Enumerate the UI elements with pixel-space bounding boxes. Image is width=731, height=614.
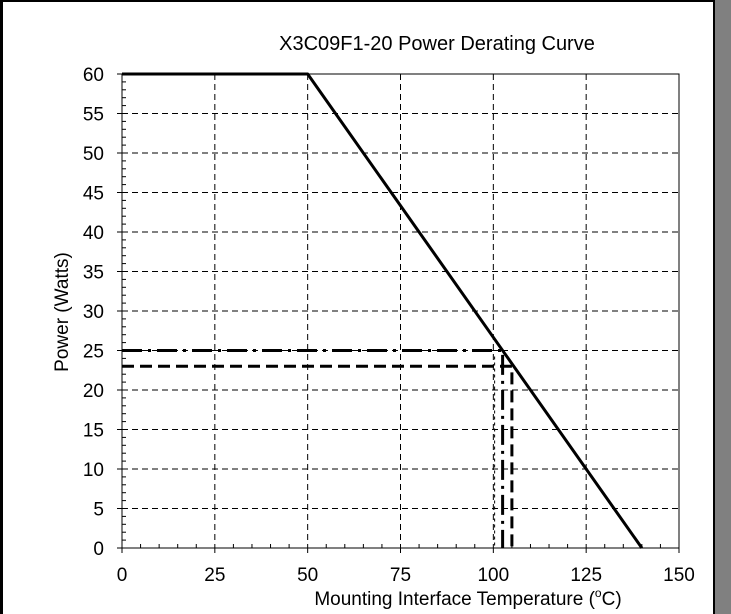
x-tick-label: 150: [663, 565, 695, 586]
x-tick-label: 75: [390, 565, 411, 586]
y-tick-label: 45: [83, 184, 104, 205]
y-tick-label: 25: [83, 342, 104, 363]
y-axis-label: Power (Watts): [52, 252, 73, 372]
series-lines: [122, 72, 644, 549]
y-tick-label: 55: [83, 105, 104, 126]
x-tick-label: 125: [570, 565, 602, 586]
reference-line-dashed: [122, 364, 514, 548]
x-tick-label: 100: [477, 565, 509, 586]
reference-lines: [122, 349, 514, 548]
x-axis-label-main: Mounting Interface Temperature (: [314, 589, 595, 610]
y-tick-label: 0: [93, 539, 104, 560]
y-tick-label: 35: [83, 263, 104, 284]
chart-title: X3C09F1-20 Power Derating Curve: [279, 33, 595, 55]
x-axis-label-suffix: C): [602, 589, 622, 610]
x-axis-label-superscript: o: [595, 586, 602, 600]
x-tick-labels: 0 25 50 75 100 125 150: [117, 565, 695, 586]
y-tick-label: 40: [83, 223, 104, 244]
window-top-border: [0, 0, 731, 2]
reference-line-dashdot: [122, 349, 505, 548]
grid-lines: [121, 73, 680, 549]
y-tick-label: 15: [83, 421, 104, 442]
y-tick-label: 50: [83, 144, 104, 165]
y-tick-labels: 0 5 10 15 20 25 30 35 40 45 50 55 60: [83, 65, 104, 560]
x-tick-label: 25: [204, 565, 225, 586]
minor-ticks: [117, 73, 680, 553]
derating-chart: X3C09F1-20 Power Derating Curve 0 5 10 15 20…: [52, 33, 695, 610]
y-tick-label: 30: [83, 302, 104, 323]
x-tick-label: 50: [297, 565, 318, 586]
y-tick-label: 10: [83, 460, 104, 481]
derating-curve: [122, 72, 644, 549]
x-tick-label: 0: [117, 565, 128, 586]
x-axis-label: Mounting Interface Temperature (oC): [314, 586, 621, 610]
y-tick-label: 5: [93, 500, 104, 521]
y-tick-label: 60: [83, 65, 104, 86]
vertical-scrollbar[interactable]: [713, 0, 731, 614]
y-tick-label: 20: [83, 381, 104, 402]
window-left-border: [0, 0, 3, 614]
